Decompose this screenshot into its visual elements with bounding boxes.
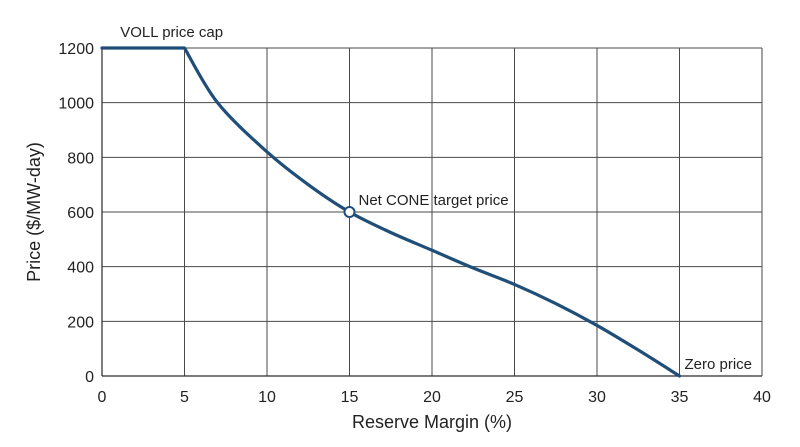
x-tick-label: 30	[588, 389, 606, 406]
x-tick-label: 40	[753, 389, 771, 406]
y-tick-label: 1000	[58, 96, 94, 113]
annotation-zero-price: Zero price	[685, 356, 753, 373]
annotation-net-cone-target: Net CONE target price	[359, 192, 509, 209]
annotation-voll-price-cap: VOLL price cap	[120, 24, 223, 41]
axes	[101, 48, 762, 377]
x-axis-title: Reserve Margin (%)	[352, 412, 512, 432]
y-tick-label: 200	[67, 314, 94, 331]
y-axis-title: Price ($/MW-day)	[24, 142, 44, 282]
y-tick-label: 1200	[58, 41, 94, 58]
x-tick-label: 15	[341, 389, 359, 406]
y-tick-label: 800	[67, 150, 94, 167]
markers	[343, 206, 356, 218]
x-tick-label: 5	[180, 389, 189, 406]
net-cone-target-marker	[343, 206, 356, 218]
x-tick-label: 20	[423, 389, 441, 406]
y-tick-label: 400	[67, 260, 94, 277]
demand-curve-line	[100, 46, 682, 378]
y-tick-label: 600	[67, 205, 94, 222]
x-tick-label: 35	[671, 389, 689, 406]
x-tick-label: 0	[98, 389, 107, 406]
x-tick-label: 10	[258, 389, 276, 406]
x-tick-label: 25	[506, 389, 524, 406]
grid	[101, 47, 763, 377]
y-tick-label: 0	[85, 369, 94, 386]
